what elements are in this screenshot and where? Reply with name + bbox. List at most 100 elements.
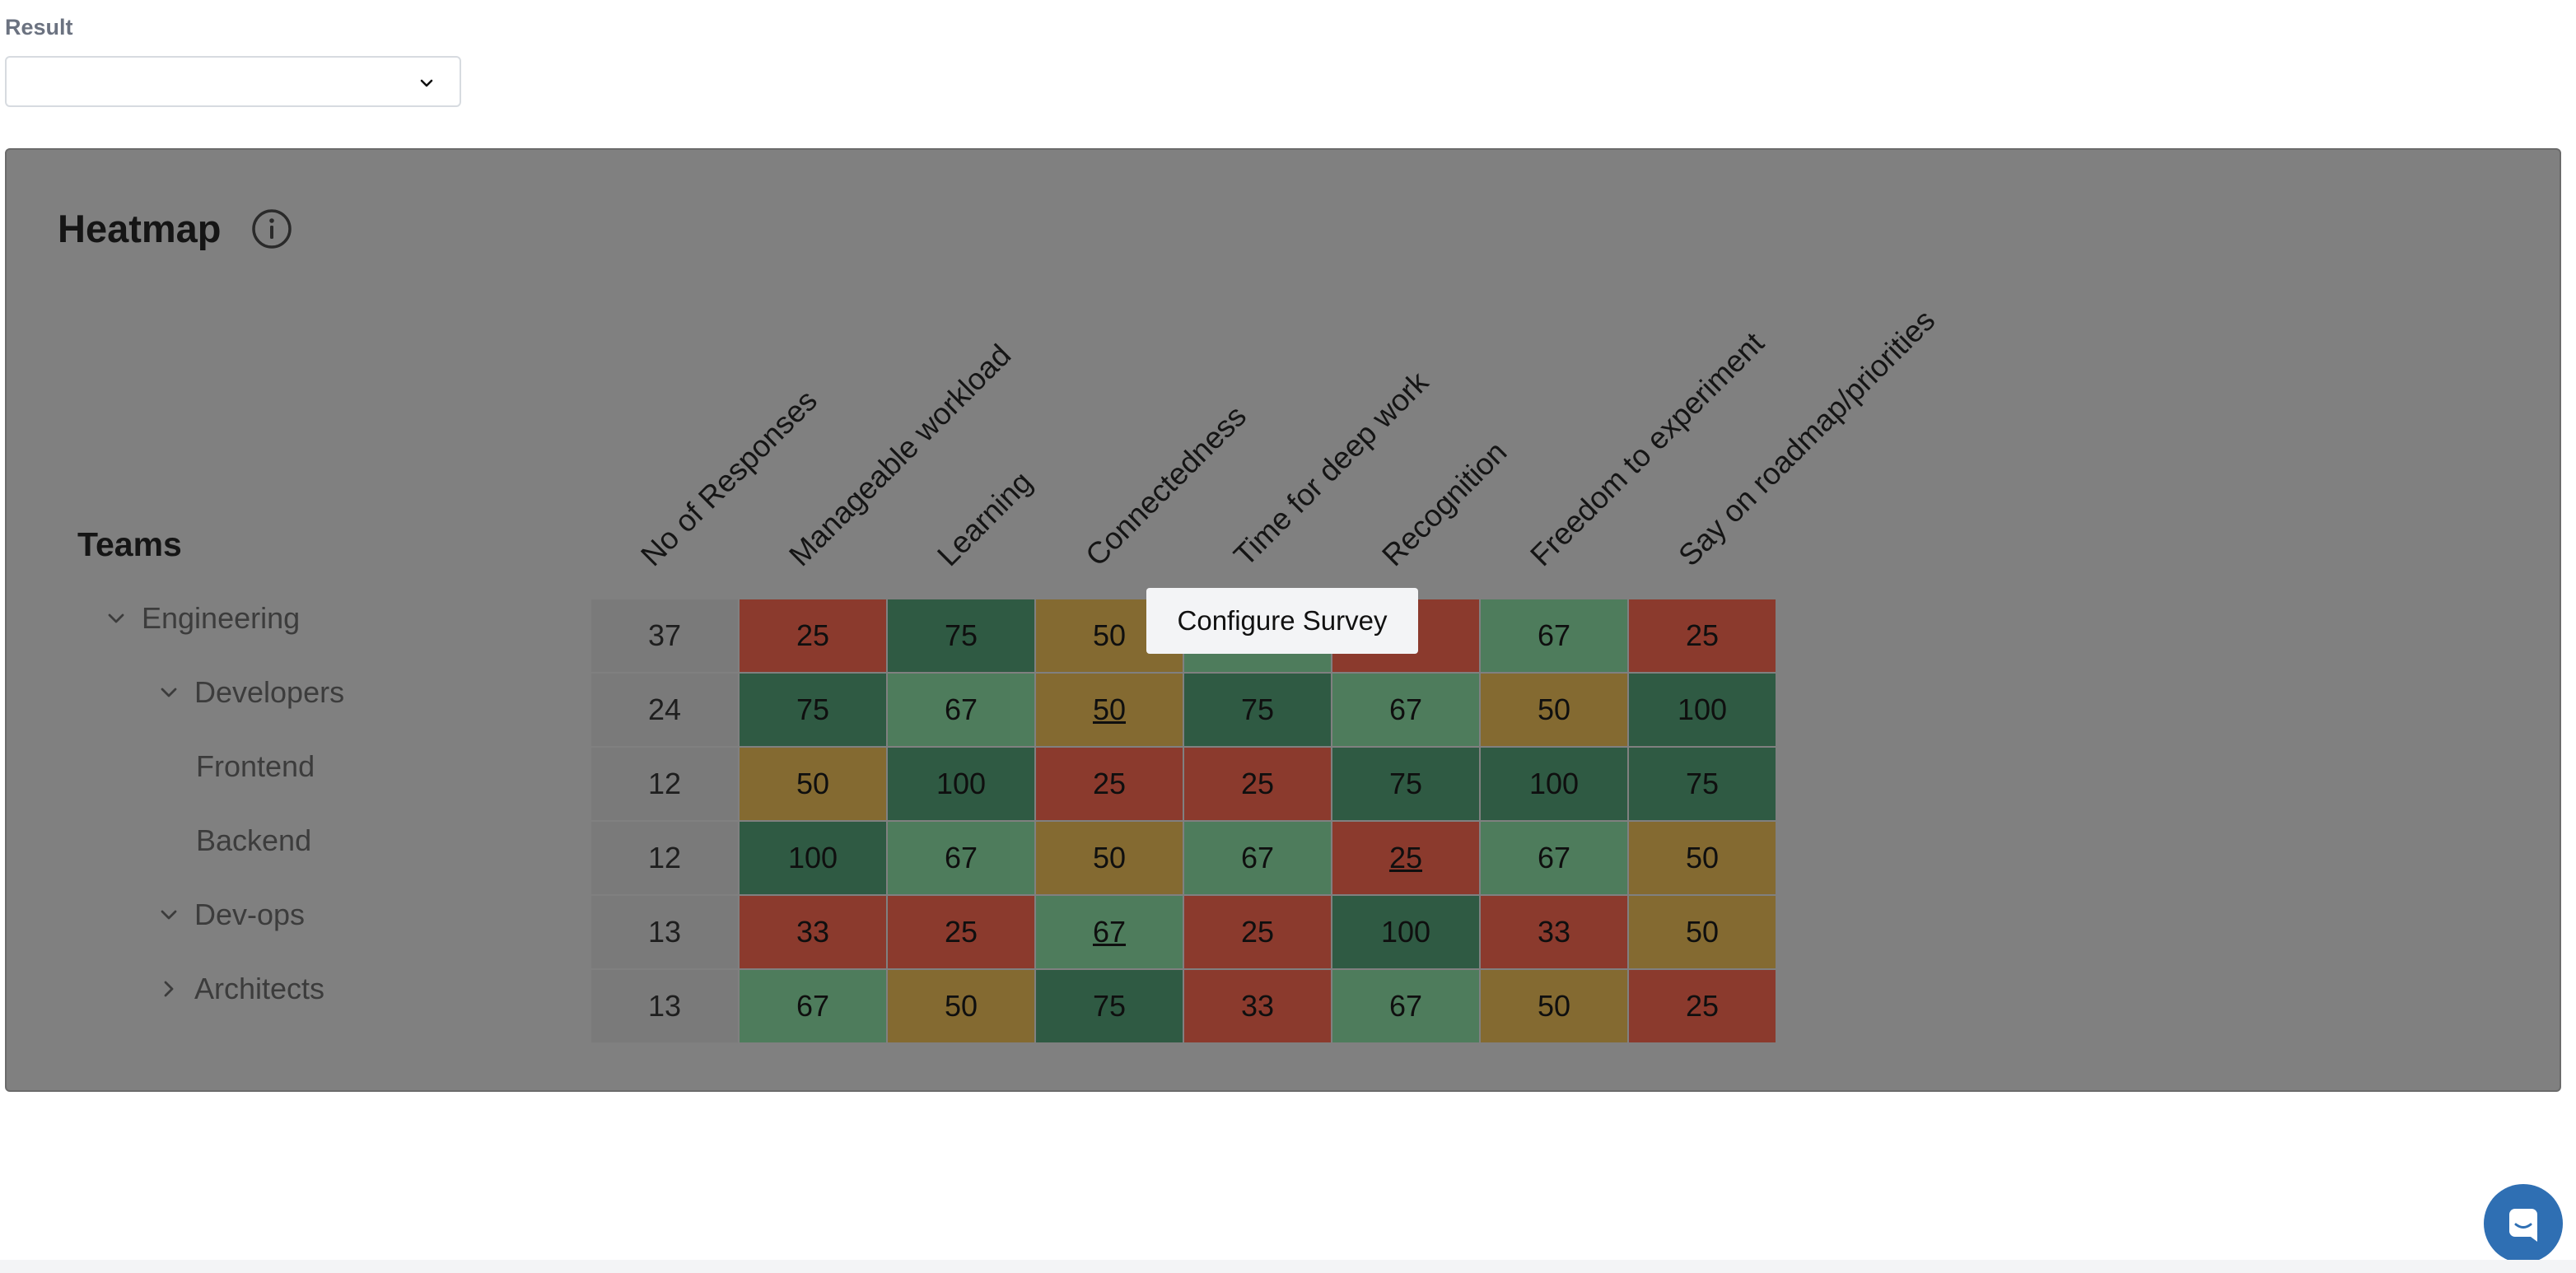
score-cell[interactable]: 100 bbox=[1332, 896, 1479, 968]
response-count-cell: 12 bbox=[591, 822, 738, 894]
score-value: 100 bbox=[1677, 692, 1728, 726]
score-value: 25 bbox=[944, 915, 978, 949]
score-value: 25 bbox=[1092, 767, 1127, 800]
result-label: Result bbox=[5, 15, 73, 40]
score-value: 33 bbox=[1537, 915, 1571, 949]
score-cell[interactable]: 100 bbox=[1629, 674, 1776, 746]
chevron-down-icon bbox=[420, 79, 433, 87]
column-header: Freedom to experiment bbox=[1524, 325, 1771, 573]
score-cell[interactable]: 67 bbox=[1481, 822, 1627, 894]
page-footer-strip bbox=[0, 1260, 2576, 1273]
score-cell[interactable]: 67 bbox=[1036, 896, 1183, 968]
score-cell[interactable]: 50 bbox=[1481, 970, 1627, 1042]
column-header: Say on roadmap/priorities bbox=[1672, 303, 1942, 573]
score-value: 50 bbox=[1092, 618, 1127, 652]
score-value: 100 bbox=[1528, 767, 1580, 800]
score-value: 67 bbox=[796, 989, 830, 1023]
score-value: 50 bbox=[1537, 692, 1571, 726]
score-cell[interactable]: 75 bbox=[1629, 748, 1776, 820]
score-value: 67 bbox=[1537, 618, 1571, 652]
score-value: 25 bbox=[1685, 618, 1720, 652]
chevron-right-icon[interactable] bbox=[155, 975, 183, 1003]
score-value: 75 bbox=[796, 692, 830, 726]
score-cell[interactable]: 25 bbox=[1332, 822, 1479, 894]
team-architects[interactable]: Architects bbox=[155, 972, 324, 1006]
score-cell[interactable]: 100 bbox=[888, 748, 1034, 820]
chat-icon bbox=[2509, 1209, 2537, 1242]
score-value: 67 bbox=[1240, 841, 1275, 874]
chevron-down-icon[interactable] bbox=[155, 901, 183, 929]
score-value: 33 bbox=[796, 915, 830, 949]
score-cell[interactable]: 25 bbox=[1629, 970, 1776, 1042]
score-cell[interactable]: 25 bbox=[1184, 748, 1331, 820]
team-frontend[interactable]: Frontend bbox=[196, 749, 315, 784]
score-cell[interactable]: 67 bbox=[888, 674, 1034, 746]
score-cell[interactable]: 50 bbox=[740, 748, 886, 820]
team-dev-ops[interactable]: Dev-ops bbox=[155, 898, 305, 932]
score-value: 25 bbox=[1388, 841, 1423, 874]
score-value: 100 bbox=[787, 841, 838, 874]
score-cell[interactable]: 67 bbox=[740, 970, 886, 1042]
column-header: Recognition bbox=[1375, 435, 1514, 573]
configure-survey-tooltip[interactable]: Configure Survey bbox=[1146, 588, 1418, 654]
score-cell[interactable]: 25 bbox=[740, 599, 886, 672]
chevron-down-icon[interactable] bbox=[102, 604, 130, 632]
score-cell[interactable]: 100 bbox=[740, 822, 886, 894]
score-value: 33 bbox=[1240, 989, 1275, 1023]
score-value: 75 bbox=[1388, 767, 1423, 800]
team-backend[interactable]: Backend bbox=[196, 823, 311, 858]
result-select[interactable] bbox=[5, 56, 461, 107]
score-value: 25 bbox=[796, 618, 830, 652]
heatmap-panel: Heatmap Teams Engineering Developers Front… bbox=[5, 148, 2561, 1092]
response-count-cell: 12 bbox=[591, 748, 738, 820]
score-cell[interactable]: 75 bbox=[1332, 748, 1479, 820]
score-value: 67 bbox=[1092, 915, 1127, 949]
column-header: Connectedness bbox=[1079, 399, 1253, 573]
score-value: 67 bbox=[1388, 989, 1423, 1023]
score-cell[interactable]: 33 bbox=[1184, 970, 1331, 1042]
team-label: Engineering bbox=[142, 601, 301, 635]
score-cell[interactable]: 50 bbox=[1629, 896, 1776, 968]
score-value: 25 bbox=[1240, 915, 1275, 949]
score-cell[interactable]: 67 bbox=[1481, 599, 1627, 672]
score-cell[interactable]: 75 bbox=[1036, 970, 1183, 1042]
score-cell[interactable]: 75 bbox=[888, 599, 1034, 672]
score-value: 75 bbox=[1685, 767, 1720, 800]
team-label: Backend bbox=[196, 823, 312, 857]
score-cell[interactable]: 67 bbox=[1332, 970, 1479, 1042]
score-cell[interactable]: 67 bbox=[888, 822, 1034, 894]
chat-button[interactable] bbox=[2484, 1184, 2563, 1263]
score-cell[interactable]: 25 bbox=[1629, 599, 1776, 672]
score-cell[interactable]: 50 bbox=[1481, 674, 1627, 746]
heatmap-grid: 37 25 75 50 67 25 24 75 67 50 75 67 50 100 12 50 100 25 25… bbox=[591, 599, 1776, 1042]
info-icon[interactable] bbox=[250, 208, 293, 250]
score-cell[interactable]: 25 bbox=[1036, 748, 1183, 820]
team-developers[interactable]: Developers bbox=[155, 675, 344, 710]
score-cell[interactable]: 25 bbox=[888, 896, 1034, 968]
score-cell[interactable]: 67 bbox=[1332, 674, 1479, 746]
score-value: 67 bbox=[944, 692, 978, 726]
score-cell[interactable]: 33 bbox=[1481, 896, 1627, 968]
score-cell[interactable]: 100 bbox=[1481, 748, 1627, 820]
chevron-down-icon[interactable] bbox=[155, 678, 183, 706]
score-cell[interactable]: 25 bbox=[1184, 896, 1331, 968]
team-label: Frontend bbox=[196, 749, 315, 783]
score-value: 50 bbox=[1685, 841, 1720, 874]
teams-heading: Teams bbox=[77, 525, 182, 563]
score-cell[interactable]: 67 bbox=[1184, 822, 1331, 894]
score-cell[interactable]: 33 bbox=[740, 896, 886, 968]
score-value: 75 bbox=[944, 618, 978, 652]
score-cell[interactable]: 50 bbox=[1036, 674, 1183, 746]
score-cell[interactable]: 50 bbox=[1629, 822, 1776, 894]
score-value: 75 bbox=[1240, 692, 1275, 726]
score-value: 50 bbox=[1092, 692, 1127, 726]
score-cell[interactable]: 75 bbox=[1184, 674, 1331, 746]
score-value: 50 bbox=[1092, 841, 1127, 874]
response-count-cell: 24 bbox=[591, 674, 738, 746]
team-engineering[interactable]: Engineering bbox=[102, 601, 300, 636]
score-cell[interactable]: 50 bbox=[888, 970, 1034, 1042]
response-count-cell: 13 bbox=[591, 896, 738, 968]
score-cell[interactable]: 75 bbox=[740, 674, 886, 746]
score-cell[interactable]: 50 bbox=[1036, 822, 1183, 894]
score-value: 67 bbox=[1388, 692, 1423, 726]
